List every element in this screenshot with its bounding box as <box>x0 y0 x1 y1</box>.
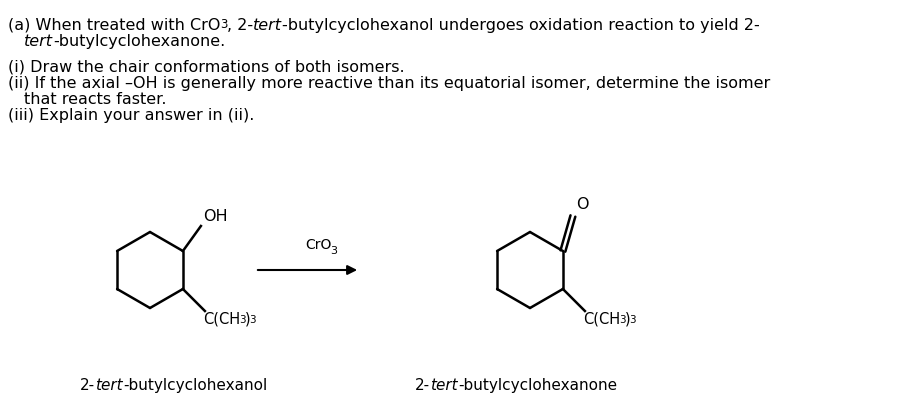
Text: tert: tert <box>24 34 53 49</box>
Text: OH: OH <box>203 209 228 224</box>
Text: C(CH: C(CH <box>583 312 620 327</box>
Text: tert: tert <box>95 378 123 393</box>
Text: , 2-: , 2- <box>227 18 253 33</box>
Text: 3: 3 <box>220 18 228 31</box>
Text: tert: tert <box>431 378 457 393</box>
Text: (iii) Explain your answer in (ii).: (iii) Explain your answer in (ii). <box>8 108 254 123</box>
Text: 3: 3 <box>249 315 256 325</box>
Text: that reacts faster.: that reacts faster. <box>24 92 167 107</box>
Text: ): ) <box>244 312 250 327</box>
Text: -butylcyclohexanol: -butylcyclohexanol <box>123 378 267 393</box>
Text: 3: 3 <box>330 246 337 256</box>
Text: 3: 3 <box>239 315 245 325</box>
Text: tert: tert <box>253 18 282 33</box>
Text: (a) When treated with CrO: (a) When treated with CrO <box>8 18 220 33</box>
Text: 2-: 2- <box>415 378 431 393</box>
Text: (i) Draw the chair conformations of both isomers.: (i) Draw the chair conformations of both… <box>8 60 405 75</box>
Text: CrO: CrO <box>305 238 332 252</box>
Text: 2-: 2- <box>80 378 95 393</box>
Text: O: O <box>576 197 588 212</box>
Text: C(CH: C(CH <box>203 312 240 327</box>
Text: ): ) <box>625 312 631 327</box>
Text: -butylcyclohexanol undergoes oxidation reaction to yield 2-: -butylcyclohexanol undergoes oxidation r… <box>282 18 760 33</box>
Text: 3: 3 <box>619 315 626 325</box>
Text: 3: 3 <box>630 315 636 325</box>
Text: (ii) If the axial –OH is generally more reactive than its equatorial isomer, det: (ii) If the axial –OH is generally more … <box>8 76 770 91</box>
Text: -butylcyclohexanone.: -butylcyclohexanone. <box>53 34 225 49</box>
Text: -butylcyclohexanone: -butylcyclohexanone <box>457 378 617 393</box>
